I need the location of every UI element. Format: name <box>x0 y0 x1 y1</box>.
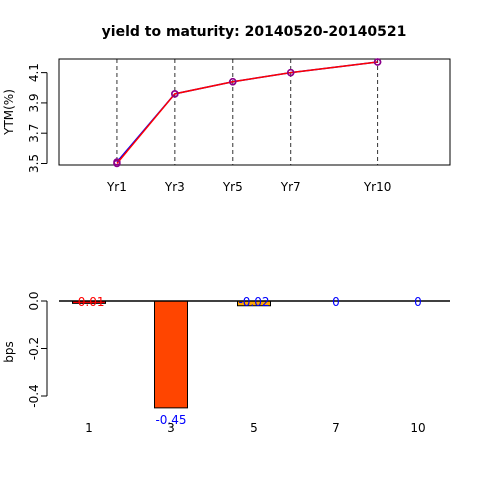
y-axis-title: YTM(%) <box>2 89 16 136</box>
series-line-0 <box>116 61 378 163</box>
data-point-1-Yr5 <box>229 77 237 86</box>
x-tick-label-7: 7 <box>332 421 340 435</box>
data-label-10: 0 <box>414 295 422 309</box>
x-tick-label-10: 10 <box>410 421 425 435</box>
series-line-1 <box>116 61 378 164</box>
data-label-1: -0.01 <box>73 295 104 309</box>
bps-bar-chart: 0.0 -0.2 -0.4 bps -0.01 -0.45 -0.02 0 0 1 3 5 7 10 <box>2 291 450 435</box>
y-tick-label: 0.0 <box>27 291 41 310</box>
y-tick-label: 3.9 <box>27 93 41 112</box>
y-tick-label: 4.1 <box>27 63 41 82</box>
y-tick-label: 3.5 <box>27 154 41 173</box>
x-tick-label-Yr1: Yr1 <box>106 180 127 194</box>
y-axis-title: bps <box>2 341 16 363</box>
x-tick-label-Yr10: Yr10 <box>363 180 392 194</box>
y-tick-label: 3.7 <box>27 124 41 143</box>
data-point-1-Yr3 <box>171 90 179 98</box>
x-tick-label-Yr5: Yr5 <box>222 180 243 194</box>
data-label-5: -0.02 <box>238 295 269 309</box>
data-label-3: -0.45 <box>155 413 186 427</box>
x-tick-label-Yr3: Yr3 <box>164 180 185 194</box>
data-point-1-Yr7 <box>286 68 295 77</box>
chart-title: yield to maturity: 20140520-20140521 <box>102 24 407 40</box>
y-tick-label: -0.2 <box>27 337 41 360</box>
y-tick-label: -0.4 <box>27 384 41 407</box>
x-tick-label-1: 1 <box>85 421 93 435</box>
bar-3 <box>154 300 188 409</box>
ytm-line-chart: yield to maturity: 20140520-201405213.53… <box>2 24 451 194</box>
y-axis-bps: 0.0 -0.2 -0.4 <box>27 291 48 408</box>
plot-frame-top <box>58 58 451 166</box>
x-tick-label-3: 3 <box>167 421 175 435</box>
y-axis-ytm: 3.5 3.7 3.9 4.1 <box>27 63 48 173</box>
x-tick-label-5: 5 <box>250 421 258 435</box>
data-point-1-Yr10 <box>373 58 382 66</box>
data-point-1-Yr1 <box>113 159 121 168</box>
data-label-7: 0 <box>332 295 340 309</box>
x-tick-label-Yr7: Yr7 <box>280 180 301 194</box>
